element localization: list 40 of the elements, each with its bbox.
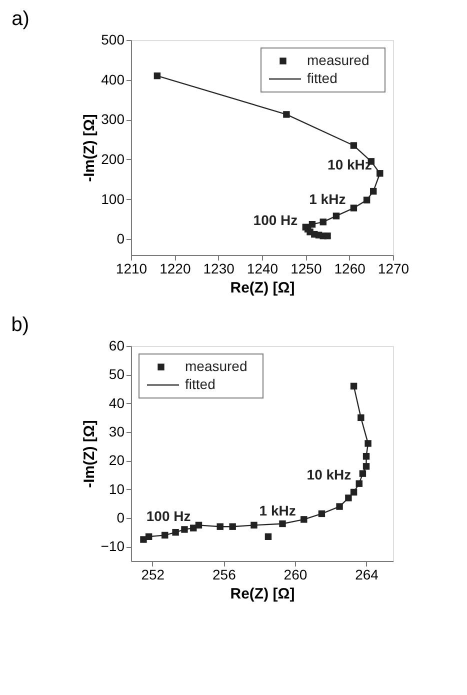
- x-tick-label: 1210: [116, 260, 148, 276]
- x-tick-label: 1230: [203, 260, 235, 276]
- x-tick-label: 264: [355, 566, 379, 582]
- y-tick-label: 0: [116, 510, 125, 526]
- x-tick-label: 1240: [246, 260, 278, 276]
- annotation: 100 Hz: [253, 212, 298, 228]
- x-tick-label: 1260: [334, 260, 366, 276]
- y-tick-label: 30: [108, 424, 125, 440]
- y-tick-label: −10: [100, 538, 125, 554]
- annotation: 1 kHz: [309, 191, 346, 208]
- x-tick-label: 1250: [290, 260, 322, 276]
- y-tick-label: 0: [116, 230, 125, 247]
- chart-title: a): [12, 8, 30, 30]
- y-tick-label: 200: [101, 150, 125, 167]
- x-axis-title: Re(Z) [Ω]: [230, 586, 295, 602]
- annotation: 10 kHz: [306, 466, 352, 483]
- y-tick-label: 300: [101, 111, 125, 128]
- x-tick-label: 260: [284, 566, 308, 582]
- x-axis-title: Re(Z) [Ω]: [230, 280, 295, 296]
- annotation: 100 Hz: [146, 508, 191, 524]
- y-tick-label: 10: [108, 480, 125, 497]
- legend-label: measured: [307, 52, 370, 68]
- y-tick-label: 60: [108, 338, 125, 354]
- legend-label: fitted: [185, 376, 216, 392]
- y-tick-label: 50: [108, 366, 125, 382]
- legend-label: measured: [185, 358, 248, 374]
- x-tick-label: 1220: [160, 260, 191, 276]
- x-tick-label: 256: [212, 566, 236, 582]
- y-tick-label: 400: [101, 71, 125, 88]
- y-tick-label: 100: [101, 190, 125, 207]
- x-tick-label: 1270: [378, 260, 410, 276]
- y-axis-title: -Im(Z) [Ω]: [80, 420, 98, 488]
- y-tick-label: 500: [101, 32, 125, 48]
- y-tick-label: 40: [108, 394, 125, 411]
- annotation: 1 kHz: [259, 502, 296, 518]
- y-axis-title: -Im(Z) [Ω]: [81, 114, 98, 182]
- legend-label: fitted: [307, 70, 338, 86]
- chart-title: b): [11, 314, 30, 336]
- x-tick-label: 252: [141, 566, 165, 582]
- y-tick-label: 20: [108, 452, 125, 468]
